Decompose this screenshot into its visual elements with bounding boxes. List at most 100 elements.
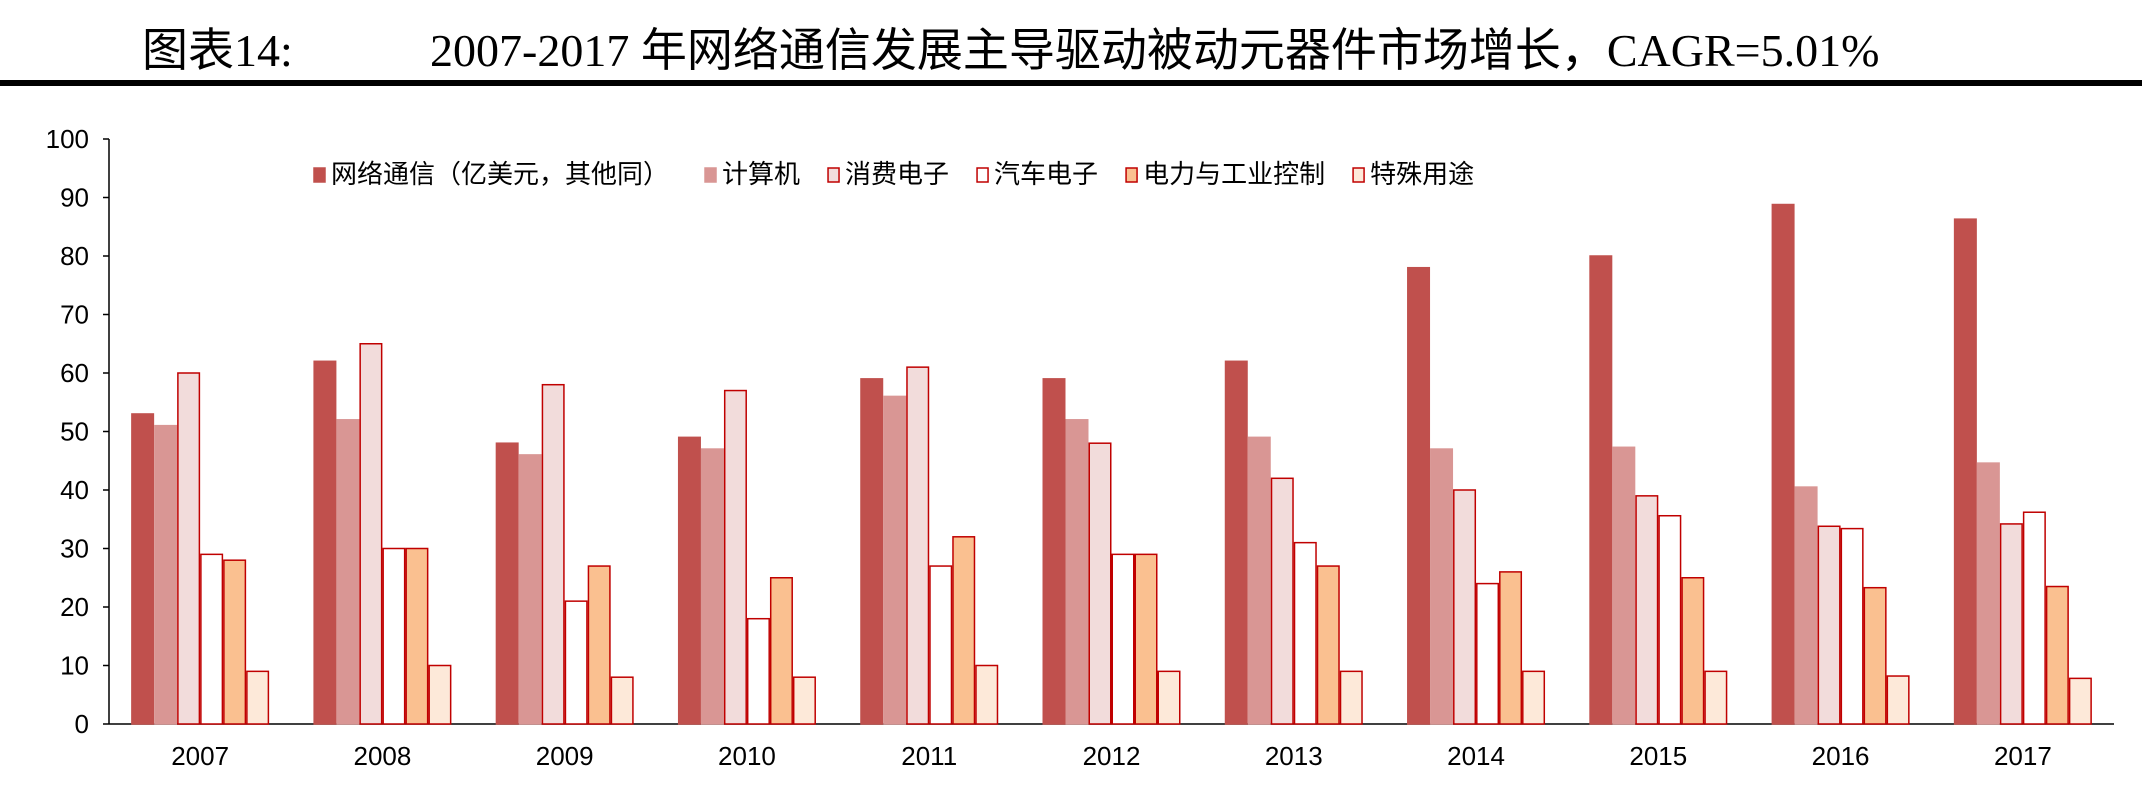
x-tick-label: 2009	[536, 741, 594, 771]
bar-2014-series-5	[1522, 670, 1546, 725]
bar-2009-series-2	[541, 383, 565, 725]
bar-2016-series-2	[1817, 525, 1841, 725]
legend-label: 电力与工业控制	[1143, 159, 1325, 189]
bar-2011-series-2	[906, 366, 930, 725]
y-tick-label: 30	[60, 534, 89, 564]
figure-label: 图表14:	[142, 25, 293, 76]
title-rule	[0, 80, 2142, 86]
legend-swatch	[827, 167, 840, 183]
x-tick-label: 2014	[1447, 741, 1505, 771]
y-tick-label: 20	[60, 592, 89, 622]
bar-2016-series-0	[1771, 203, 1795, 725]
bar-2009-series-0	[495, 442, 519, 725]
bar-2012-series-3	[1111, 553, 1135, 725]
bar-2014-series-4	[1499, 571, 1523, 725]
legend-swatch	[976, 167, 989, 183]
bar-2015-series-2	[1635, 495, 1659, 725]
bar-2014-series-2	[1453, 489, 1477, 725]
bar-2007-series-5	[246, 670, 270, 725]
legend-swatch	[1352, 167, 1365, 183]
bar-2016-series-1	[1794, 486, 1818, 725]
bar-2008-series-2	[359, 343, 383, 725]
bar-2014-series-0	[1407, 266, 1431, 725]
y-tick-label: 100	[46, 124, 89, 154]
bar-2010-series-4	[769, 577, 793, 725]
bar-2017-series-2	[1999, 523, 2023, 725]
bar-2010-series-3	[746, 617, 770, 725]
bar-2012-series-5	[1157, 670, 1181, 725]
bar-2013-series-1	[1247, 436, 1271, 725]
bar-2007-series-2	[177, 372, 201, 725]
bar-2009-series-3	[564, 600, 588, 725]
x-tick-label: 2011	[901, 741, 957, 771]
x-tick-label: 2013	[1265, 741, 1323, 771]
bar-2013-series-0	[1224, 360, 1248, 725]
bar-2008-series-4	[405, 547, 429, 725]
bar-2011-series-5	[975, 664, 999, 725]
legend-swatch	[313, 167, 326, 183]
legend-label: 汽车电子	[994, 159, 1098, 189]
y-tick-label: 90	[60, 183, 89, 213]
x-tick-label: 2015	[1629, 741, 1687, 771]
bar-2008-series-5	[428, 664, 452, 725]
legend-swatch	[1125, 167, 1138, 183]
legend-label: 网络通信（亿美元，其他同）	[331, 159, 669, 189]
bar-2017-series-4	[2045, 585, 2069, 725]
bar-2011-series-4	[952, 536, 976, 725]
bar-2010-series-2	[723, 389, 747, 725]
bar-2008-series-0	[313, 360, 337, 725]
bar-2007-series-4	[223, 559, 247, 725]
y-tick-label: 40	[60, 475, 89, 505]
bar-2015-series-3	[1658, 514, 1682, 725]
bar-2012-series-2	[1088, 442, 1112, 725]
bar-2015-series-4	[1681, 577, 1705, 725]
figure-title: 图表14: 2007-2017 年网络通信发展主导驱动被动元器件市场增长，CAG…	[0, 8, 2142, 78]
bar-2011-series-0	[860, 378, 884, 725]
bar-2010-series-0	[677, 436, 701, 725]
bar-2017-series-3	[2022, 511, 2046, 725]
bar-2013-series-3	[1293, 541, 1317, 725]
bar-2010-series-5	[792, 676, 816, 725]
bar-2012-series-0	[1042, 378, 1066, 725]
y-tick-label: 70	[60, 300, 89, 330]
y-tick-label: 0	[75, 709, 89, 739]
x-tick-label: 2012	[1083, 741, 1141, 771]
bar-2008-series-1	[336, 419, 360, 725]
x-tick-label: 2010	[718, 741, 776, 771]
figure-title-text: 2007-2017 年网络通信发展主导驱动被动元器件市场增长，CAGR=5.01…	[430, 25, 1880, 76]
bar-2007-series-0	[131, 413, 155, 725]
y-tick-label: 50	[60, 417, 89, 447]
bar-2015-series-5	[1704, 670, 1728, 725]
legend-label: 计算机	[722, 159, 800, 189]
bar-2015-series-0	[1589, 255, 1613, 725]
y-tick-label: 80	[60, 241, 89, 271]
bar-2017-series-0	[1953, 218, 1977, 725]
bar-2009-series-4	[587, 565, 611, 725]
bar-2016-series-3	[1840, 527, 1864, 725]
bar-2014-series-1	[1430, 448, 1454, 725]
bar-2012-series-1	[1065, 419, 1089, 725]
bar-2007-series-3	[200, 553, 224, 725]
bar-2011-series-1	[883, 395, 907, 725]
bar-2013-series-5	[1339, 670, 1363, 725]
bar-2011-series-3	[929, 565, 953, 725]
bar-2010-series-1	[700, 448, 724, 725]
bar-2009-series-5	[610, 676, 634, 725]
bar-2013-series-2	[1270, 477, 1294, 725]
y-tick-label: 60	[60, 358, 89, 388]
legend-label: 特殊用途	[1370, 159, 1474, 189]
bar-2014-series-3	[1476, 582, 1500, 725]
x-tick-label: 2017	[1994, 741, 2052, 771]
x-tick-label: 2007	[171, 741, 229, 771]
bar-2017-series-5	[2068, 677, 2092, 725]
bar-2009-series-1	[518, 454, 542, 725]
bar-2008-series-3	[382, 547, 406, 725]
bar-2015-series-1	[1612, 446, 1636, 725]
bar-2016-series-5	[1886, 675, 1910, 725]
bar-2016-series-4	[1863, 586, 1887, 725]
x-tick-label: 2008	[353, 741, 411, 771]
bar-2007-series-1	[154, 424, 178, 725]
bar-2013-series-4	[1316, 565, 1340, 725]
bar-2017-series-1	[1976, 462, 2000, 725]
